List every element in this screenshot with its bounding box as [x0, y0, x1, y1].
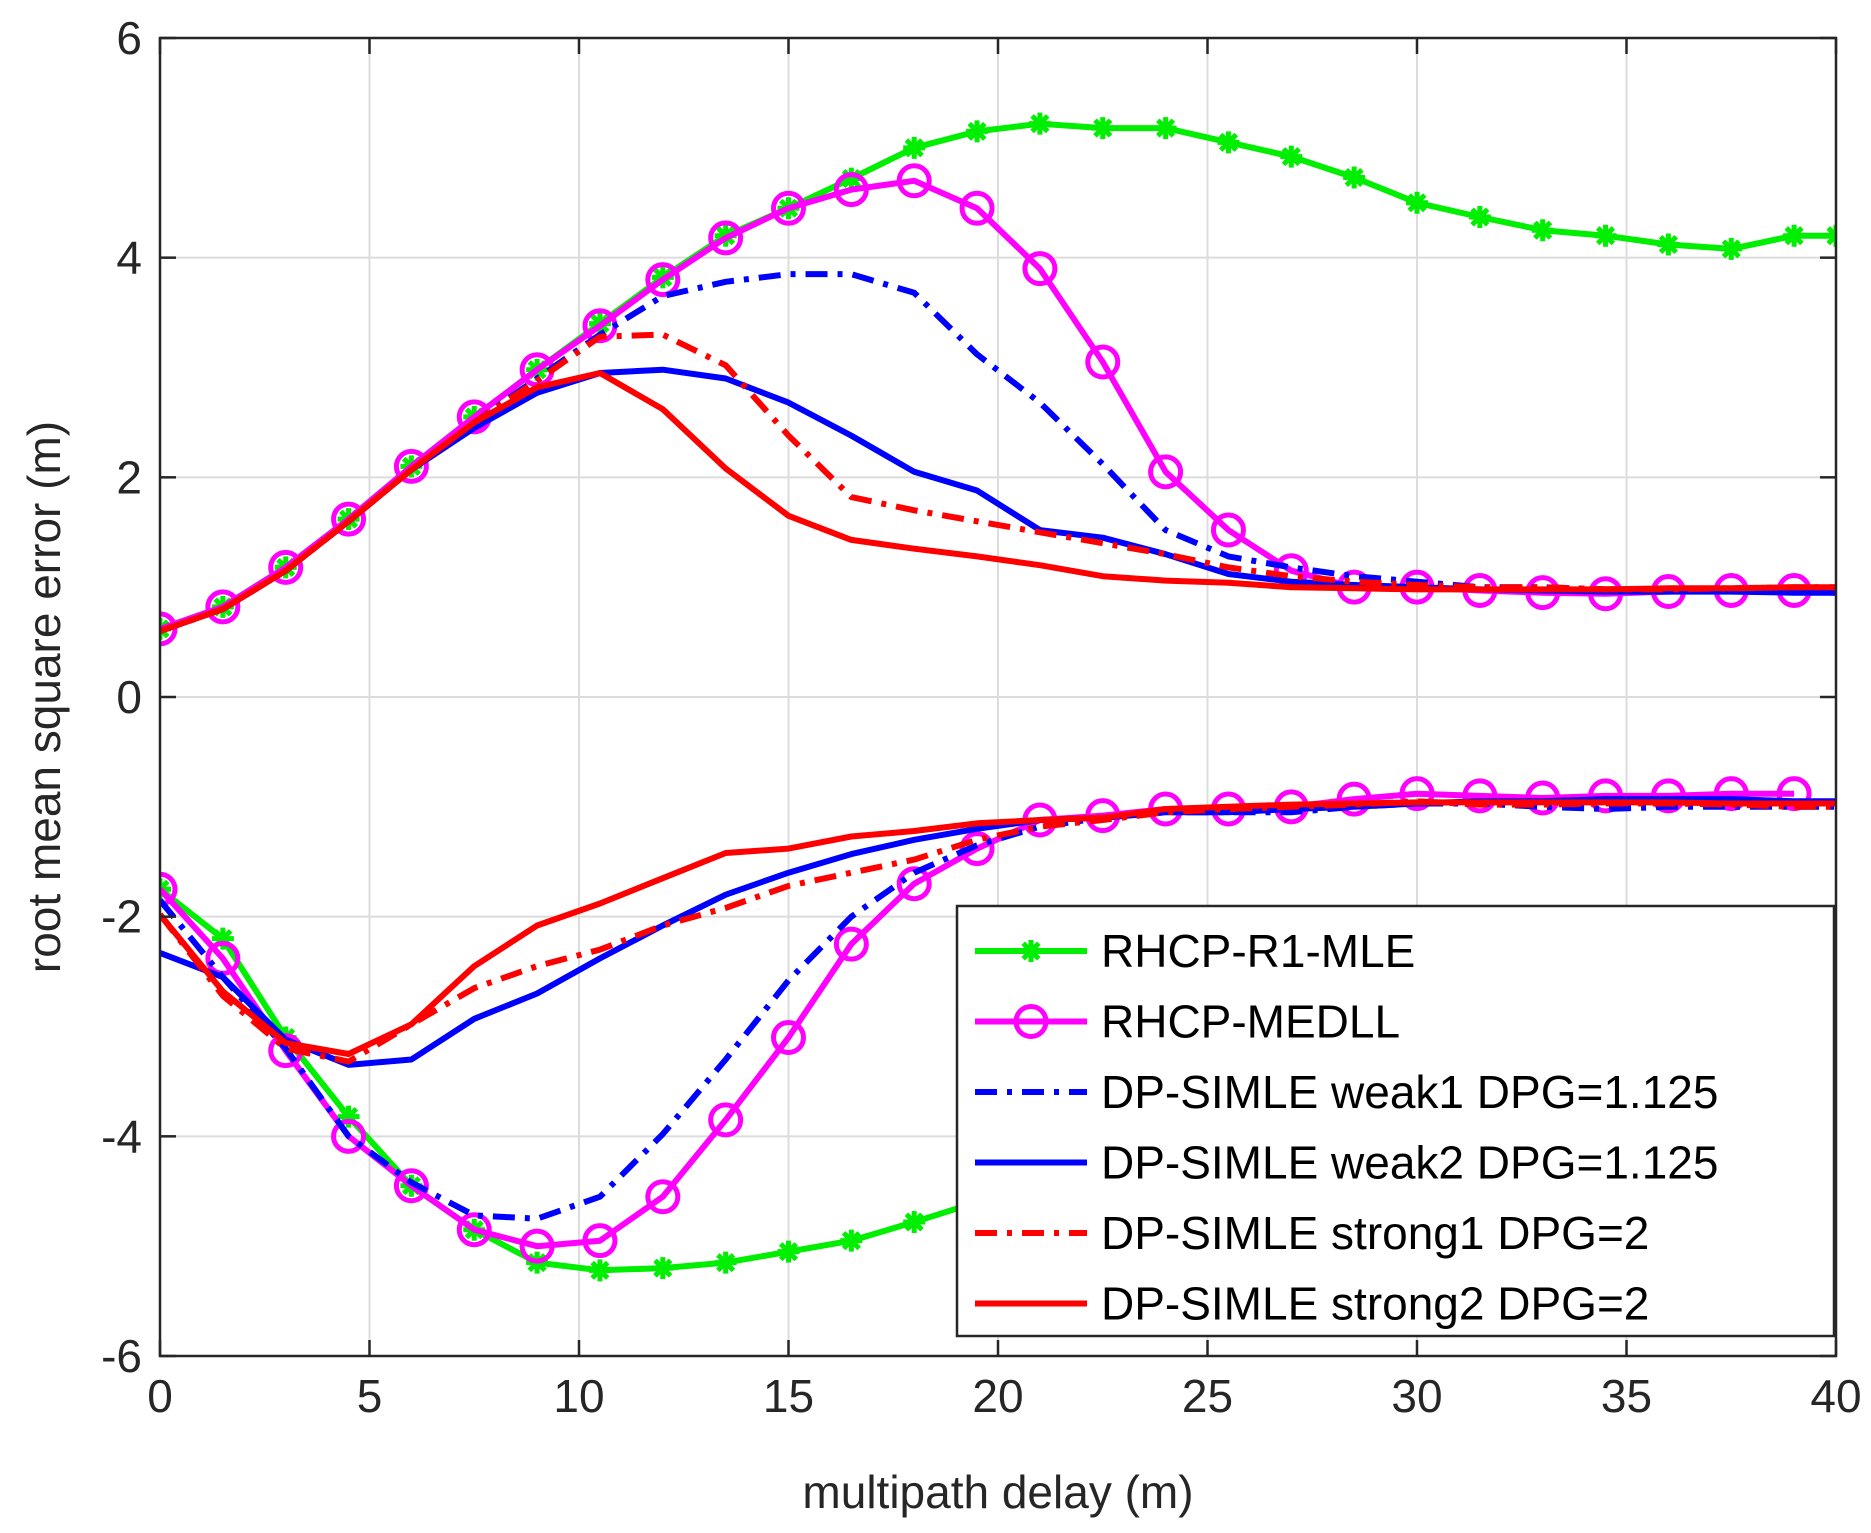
series-marker [337, 1105, 360, 1128]
series-marker [840, 167, 863, 190]
x-tick-label: 15 [763, 1370, 814, 1422]
legend-label: DP-SIMLE weak2 DPG=1.125 [1101, 1137, 1718, 1189]
legend-marker-sample [1020, 940, 1042, 962]
series-marker [519, 1228, 555, 1264]
series-marker [160, 871, 178, 907]
series-marker [1468, 206, 1491, 229]
series-marker [393, 1168, 429, 1204]
series-marker [331, 501, 367, 537]
series-marker [1028, 112, 1051, 135]
y-tick-label: 6 [116, 12, 142, 64]
series-marker [1462, 778, 1498, 814]
series-marker [1280, 145, 1303, 168]
series-marker [903, 1211, 926, 1233]
legend-label: DP-SIMLE strong1 DPG=2 [1101, 1207, 1649, 1259]
legend-item-4: DP-SIMLE weak2 DPG=1.125 [975, 1137, 1718, 1189]
series-marker [896, 163, 932, 199]
legend-label: DP-SIMLE strong2 DPG=2 [1101, 1278, 1649, 1330]
x-tick-label: 25 [1182, 1370, 1233, 1422]
series-marker [211, 927, 234, 950]
series-marker [1594, 224, 1617, 247]
series-marker [393, 448, 429, 484]
axes [158, 36, 1838, 1358]
legend-item-6: DP-SIMLE strong2 DPG=2 [975, 1278, 1649, 1330]
legend-label: RHCP-MEDLL [1101, 996, 1400, 1048]
x-axis-title: multipath delay (m) [802, 1466, 1193, 1518]
series-marker [833, 926, 869, 962]
series-marker [1713, 776, 1749, 812]
series-marker [1210, 512, 1246, 548]
series-line-lower [160, 790, 1795, 1250]
series-marker [708, 220, 744, 256]
legend-label: RHCP-R1-MLE [1101, 925, 1415, 977]
y-tick-label: 0 [116, 671, 142, 723]
series-marker [1406, 191, 1428, 214]
x-tick-label: 30 [1391, 1370, 1442, 1422]
series-marker [1022, 251, 1058, 287]
x-tick-label: 0 [147, 1370, 173, 1422]
series-marker [833, 172, 869, 208]
y-tick-label: 4 [116, 232, 142, 284]
x-tick-label: 20 [972, 1370, 1023, 1422]
y-tick-labels: -6 -4 -2 0 2 4 6 [101, 12, 142, 1382]
series-marker [1531, 219, 1554, 242]
series-marker [1657, 233, 1680, 256]
y-axis-title: root mean square error (m) [18, 421, 70, 973]
series-marker [771, 1019, 806, 1055]
legend: RHCP-R1-MLE RHCP-MEDLL DP-SIMLE weak1 DPG=… [955, 904, 1836, 1338]
x-tick-labels: 0 5 10 15 20 25 30 35 40 [147, 1370, 1861, 1422]
x-tick-label: 40 [1810, 1370, 1861, 1422]
series-marker [1336, 781, 1372, 817]
legend-item-5: DP-SIMLE strong1 DPG=2 [975, 1207, 1649, 1259]
series-marker [959, 190, 995, 226]
x-tick-label: 35 [1601, 1370, 1652, 1422]
series-marker [777, 1240, 800, 1263]
y-tick-label: 2 [116, 451, 142, 503]
legend-label: DP-SIMLE weak1 DPG=1.125 [1101, 1066, 1718, 1118]
series-marker [714, 1251, 737, 1274]
series-marker [1091, 117, 1114, 140]
legend-marker-sample [1013, 1004, 1049, 1039]
legend-box [955, 904, 1836, 1338]
series-marker [903, 136, 926, 159]
series-marker [456, 1212, 492, 1248]
y-tick-label: -6 [101, 1330, 142, 1382]
y-tick-label: -4 [101, 1110, 142, 1162]
legend-item-3: DP-SIMLE weak1 DPG=1.125 [975, 1066, 1718, 1118]
series-marker [582, 1223, 618, 1259]
series-marker [205, 589, 241, 625]
x-tick-label: 10 [553, 1370, 604, 1422]
series-marker [896, 866, 932, 902]
series-marker [1343, 166, 1366, 189]
series-marker [966, 120, 989, 143]
series-marker [268, 549, 304, 585]
series-marker [588, 1259, 611, 1282]
series-marker [840, 1229, 863, 1252]
series-marker [1399, 776, 1435, 812]
series-line-lower [160, 799, 1836, 1057]
series-line-upper [160, 370, 1836, 634]
series-marker [1720, 237, 1743, 260]
x-tick-label: 5 [357, 1370, 383, 1422]
series-6 [160, 370, 1836, 1057]
y-tick-label: -2 [101, 891, 142, 943]
series-marker [708, 1102, 744, 1138]
series-layer [160, 112, 1836, 1282]
legend-item-2: RHCP-MEDLL [975, 996, 1400, 1048]
legend-item-1: RHCP-R1-MLE [975, 925, 1415, 977]
series-marker [1588, 778, 1624, 814]
series-marker [645, 1179, 681, 1215]
series-marker [1154, 117, 1177, 140]
series-marker [645, 262, 681, 298]
series-marker [1650, 778, 1686, 814]
series-marker [1148, 454, 1184, 490]
series-marker [331, 1118, 367, 1154]
series-marker [771, 190, 806, 226]
series-marker [1217, 131, 1240, 154]
series-marker [1085, 344, 1121, 380]
series-marker [651, 1257, 674, 1280]
series-marker [1783, 224, 1806, 247]
